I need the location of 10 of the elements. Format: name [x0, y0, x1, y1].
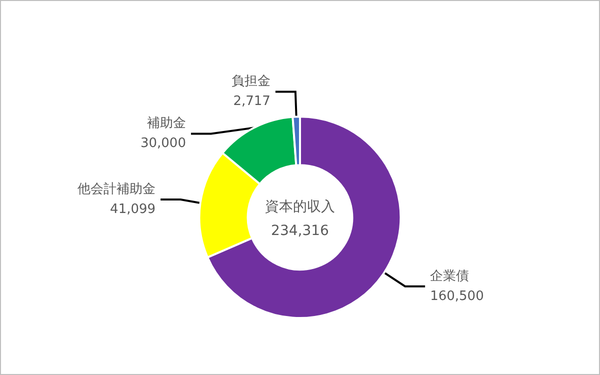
data-label: 160,500 — [430, 288, 484, 304]
slice-label: 負担金 — [231, 74, 270, 90]
data-label: 30,000 — [140, 136, 186, 152]
slice-label: 他会計補助金 — [78, 182, 156, 197]
slice-label: 補助金 — [146, 116, 186, 132]
text: 234,316 — [271, 222, 330, 239]
data-label: 41,099 — [110, 202, 156, 217]
text: 資本的収入 — [265, 198, 335, 215]
slice-label: 企業債 — [430, 268, 470, 284]
data-label: 2,717 — [233, 94, 270, 110]
